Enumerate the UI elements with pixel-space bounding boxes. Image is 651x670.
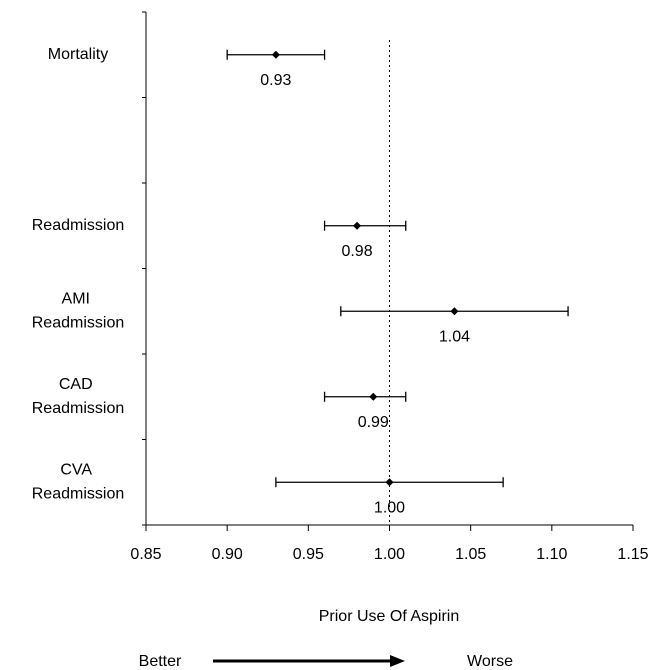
value-label: 1.00 [374,499,405,516]
category-label: CVA Readmission [32,461,124,502]
arrow-left-label: Better [139,653,182,670]
x-tick-label: 1.00 [374,546,405,563]
point-estimate [271,50,280,59]
x-tick-label: 0.85 [130,546,161,563]
point-estimate [450,307,459,316]
arrow-right-label: Worse [467,653,513,670]
point-estimate [385,478,394,487]
value-label: 0.98 [341,243,372,260]
value-label: 0.99 [358,414,389,431]
value-label: 0.93 [260,72,291,89]
point-estimate [369,392,378,401]
x-tick-label: 0.95 [293,546,324,563]
x-tick-label: 1.05 [455,546,486,563]
category-label: Readmission [32,217,124,234]
x-axis-label: Prior Use Of Aspirin [319,608,459,625]
x-tick-label: 0.90 [212,546,243,563]
category-label: Mortality [48,46,108,63]
arrow-head [390,655,405,667]
category-label: AMI Readmission [32,290,124,331]
category-label: CAD Readmission [32,376,124,417]
point-estimate [353,221,362,230]
value-label: 1.04 [439,328,470,345]
x-tick-label: 1.15 [617,546,648,563]
x-tick-label: 1.10 [536,546,567,563]
